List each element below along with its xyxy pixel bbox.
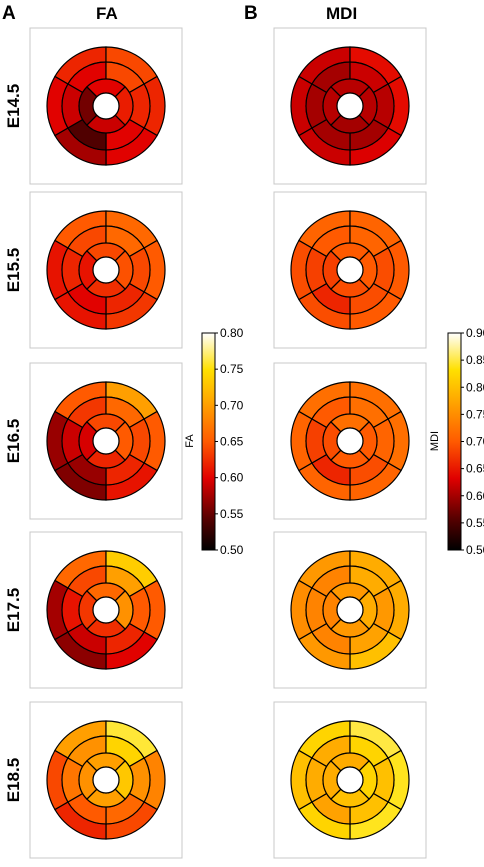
colorbar-fa: 0.80 0.75 0.70 0.65 0.60 0.55 0.50 FA xyxy=(184,326,244,557)
colorbar-fa-gradient xyxy=(201,332,216,551)
colorbar-tick-label: 0.70 xyxy=(466,435,484,449)
row-label-e18-5: E18.5 xyxy=(4,758,23,802)
bullseye-center-hole xyxy=(92,427,120,455)
colorbar-tick-label: 0.55 xyxy=(220,507,244,521)
colorbar-tick-label: 0.75 xyxy=(466,407,484,421)
colorbar-mdi-ticks: 0.90 0.85 0.80 0.75 0.70 0.65 0.60 0.55 0.50 xyxy=(461,326,484,557)
bullseye-center-hole xyxy=(336,596,364,624)
bullseye-center-hole xyxy=(336,256,364,284)
colorbar-tick-label: 0.60 xyxy=(466,489,484,503)
bullseye-center-hole xyxy=(92,766,120,794)
bullseye-center-hole xyxy=(92,596,120,624)
bullseye-mdi-row-4 xyxy=(273,531,427,689)
colorbar-tick-label: 0.55 xyxy=(466,516,484,530)
row-label-e17-5: E17.5 xyxy=(4,588,23,632)
colorbar-tick-label: 0.65 xyxy=(466,462,484,476)
panel-letter-a: A xyxy=(2,3,16,24)
panel-letter-b: B xyxy=(244,3,258,24)
colorbar-tick-label: 0.90 xyxy=(466,326,484,340)
colorbar-tick-label: 0.50 xyxy=(220,543,244,557)
colorbar-tick-label: 0.80 xyxy=(220,326,244,340)
colorbar-tick-label: 0.65 xyxy=(220,435,244,449)
colorbar-tick-label: 0.85 xyxy=(466,353,484,367)
colorbar-tick-label: 0.50 xyxy=(466,543,484,557)
bullseye-center-hole xyxy=(92,92,120,120)
row-label-e14-5: E14.5 xyxy=(4,84,23,128)
bullseye-center-hole xyxy=(336,92,364,120)
colorbar-mdi-label: MDI xyxy=(429,431,441,451)
column-title-fa: FA xyxy=(96,4,118,23)
bullseye-fa-row-2 xyxy=(29,191,183,349)
colorbar-tick-label: 0.60 xyxy=(220,471,244,485)
colorbar-tick-label: 0.75 xyxy=(220,362,244,376)
bullseye-mdi-row-1 xyxy=(273,27,427,185)
bullseye-center-hole xyxy=(336,766,364,794)
bullseye-mdi-row-2 xyxy=(273,191,427,349)
bullseye-center-hole xyxy=(92,256,120,284)
colorbar-mdi: 0.90 0.85 0.80 0.75 0.70 0.65 0.60 0.55 0.50 MDI xyxy=(429,326,484,557)
bullseye-fa-row-5 xyxy=(29,701,183,859)
bullseye-mdi-row-3 xyxy=(273,362,427,520)
colorbar-fa-ticks: 0.80 0.75 0.70 0.65 0.60 0.55 0.50 xyxy=(215,326,244,557)
bullseye-mdi-row-5 xyxy=(273,701,427,859)
bullseye-fa-row-1 xyxy=(29,27,183,185)
colorbar-tick-label: 0.80 xyxy=(466,380,484,394)
row-label-e16-5: E16.5 xyxy=(4,419,23,463)
colorbar-fa-label: FA xyxy=(184,434,196,448)
colorbar-tick-label: 0.70 xyxy=(220,398,244,412)
colorbar-mdi-gradient xyxy=(447,332,462,551)
bullseye-fa-row-3 xyxy=(29,362,183,520)
row-label-e15-5: E15.5 xyxy=(4,248,23,292)
bullseye-center-hole xyxy=(336,427,364,455)
bullseye-plots xyxy=(29,27,427,859)
bullseye-fa-row-4 xyxy=(29,531,183,689)
column-title-mdi: MDI xyxy=(326,4,357,23)
